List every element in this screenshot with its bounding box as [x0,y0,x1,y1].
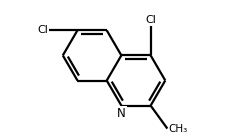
Text: Cl: Cl [144,15,155,25]
Text: N: N [117,107,125,120]
Text: CH₃: CH₃ [168,124,187,134]
Text: Cl: Cl [37,25,48,35]
